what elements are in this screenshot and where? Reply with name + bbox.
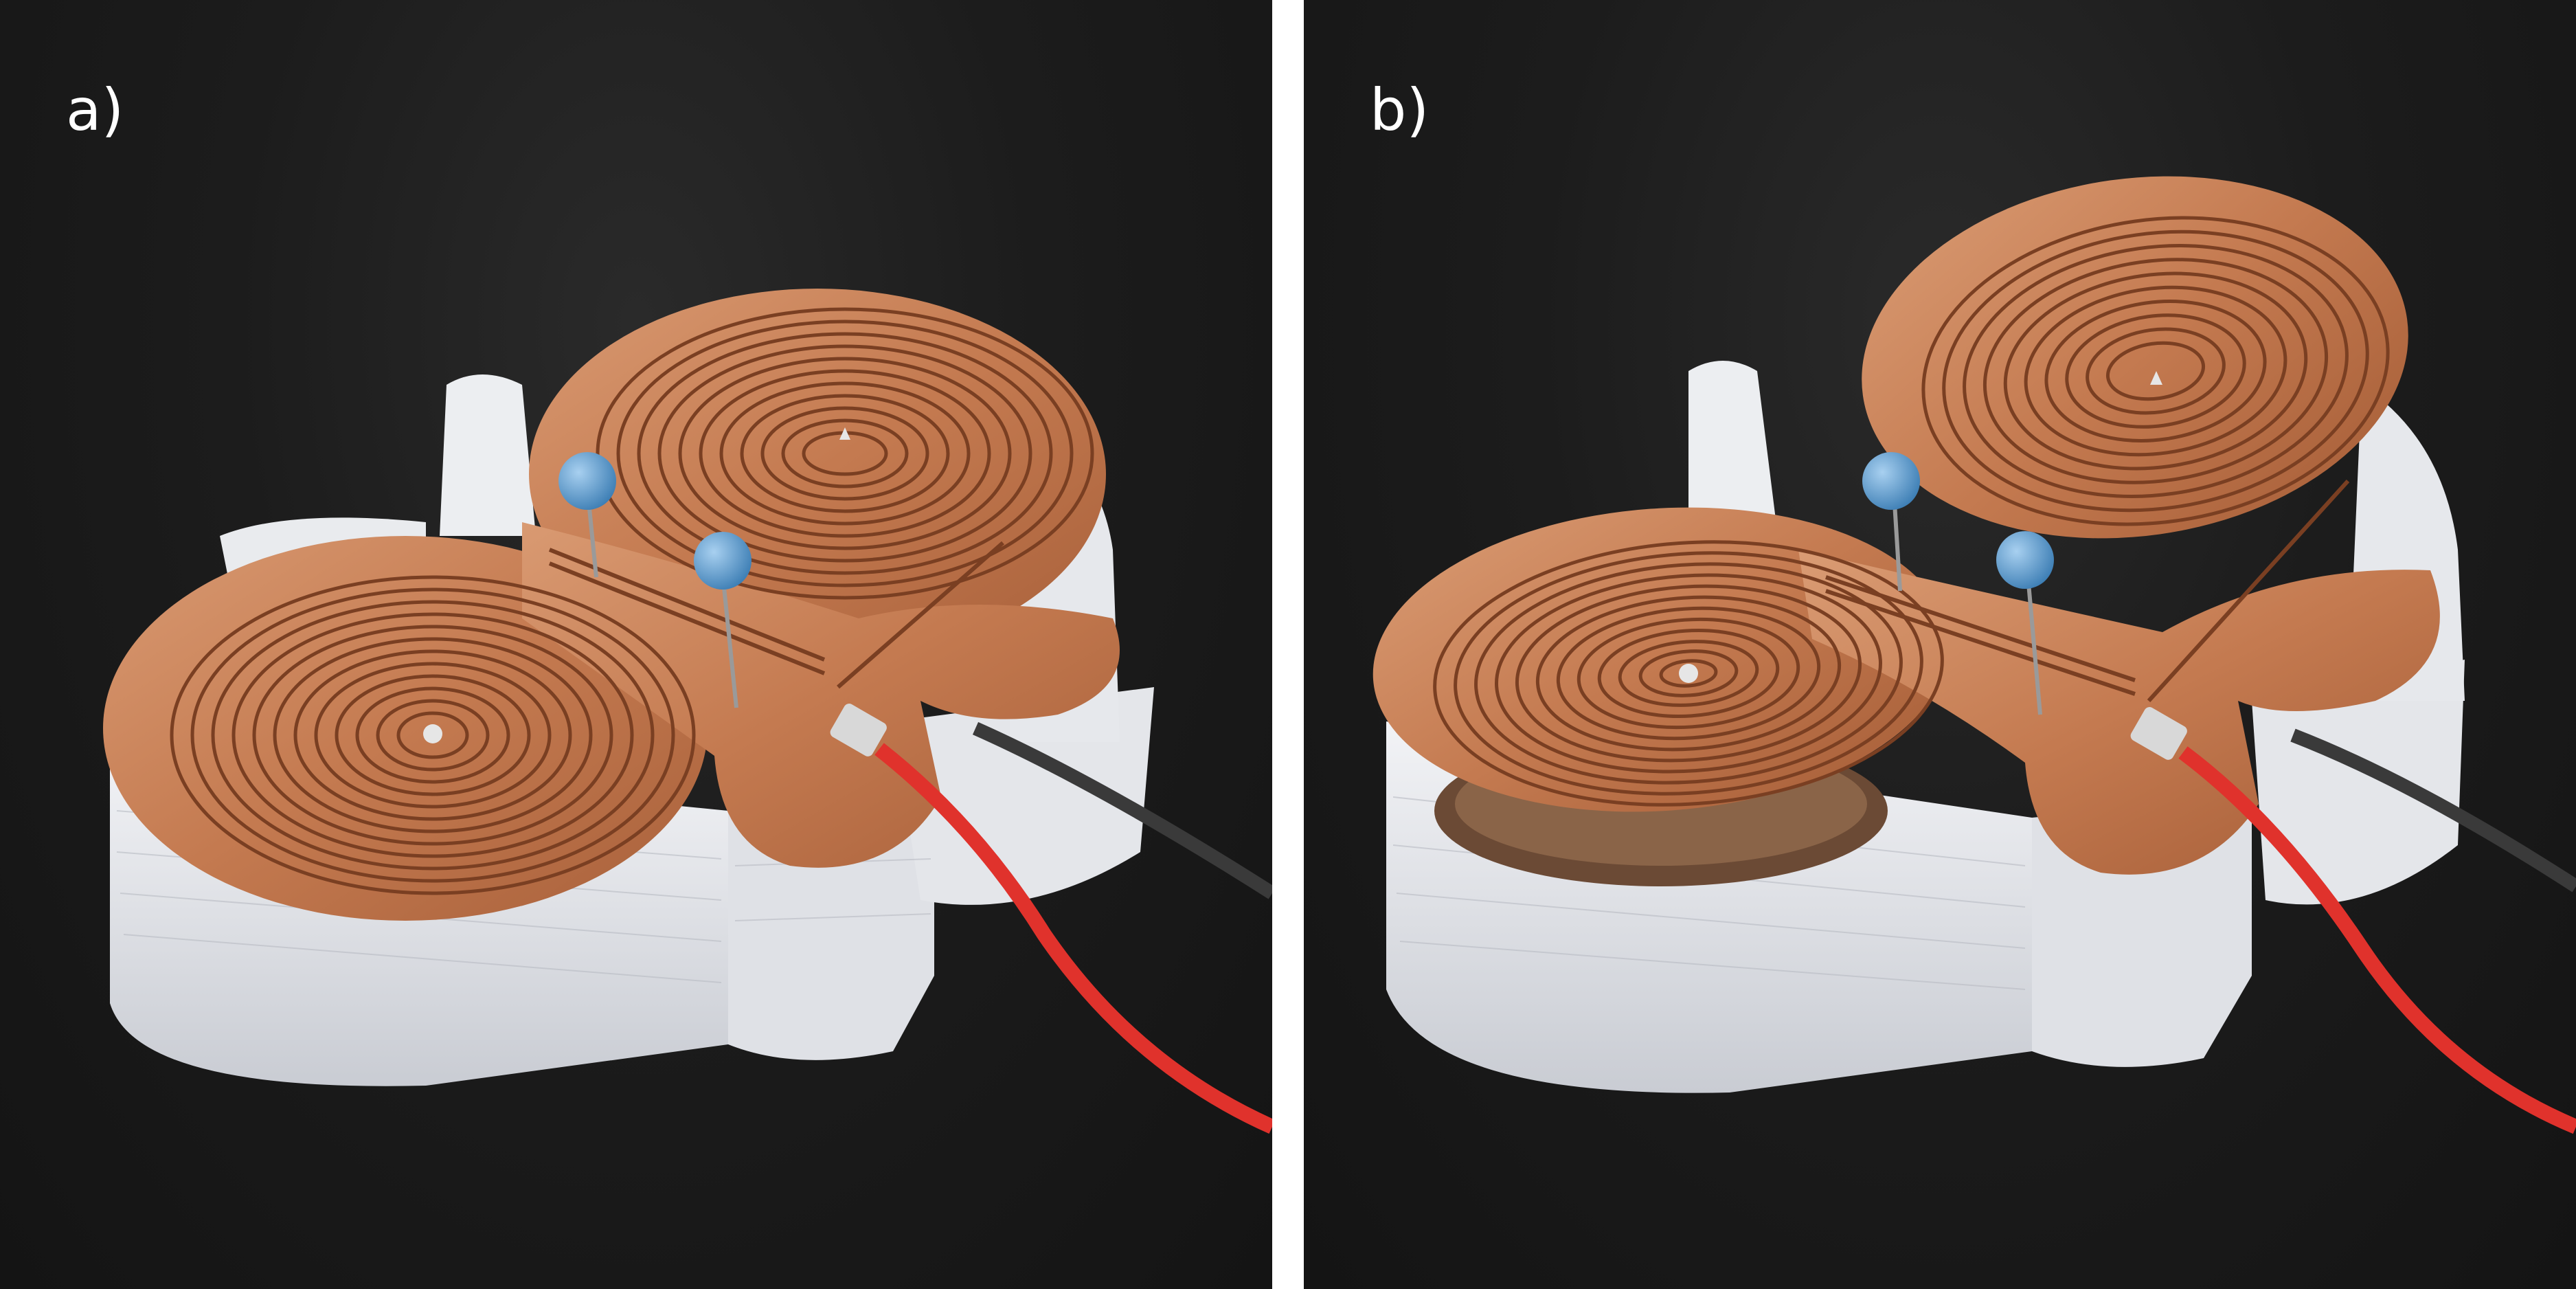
spiral-coil-icon <box>170 575 696 895</box>
wire-icon <box>874 743 1272 1134</box>
pin-icon <box>1862 452 1920 592</box>
solder-pad <box>830 704 887 756</box>
pin-icon <box>1996 531 2054 715</box>
photo-deformed-coil-device <box>1372 176 2576 1134</box>
wire-icon <box>2178 746 2576 1134</box>
photo-flat-coil-device <box>103 289 1272 1134</box>
wire-icon <box>2290 728 2576 893</box>
spiral-coil-icon <box>1433 540 1944 807</box>
pin-icon <box>694 532 752 708</box>
solder-pad <box>2130 707 2187 760</box>
pin-icon <box>558 452 616 578</box>
spiral-coil-icon <box>596 307 1094 600</box>
spiral-coil-icon <box>1921 216 2390 526</box>
panel-b: b) <box>1304 0 2576 1289</box>
panel-label: b) <box>1370 76 1430 144</box>
copper-circuit <box>1372 176 2440 875</box>
panel-label: a) <box>66 76 124 144</box>
wire-icon <box>972 721 1272 899</box>
panel-a: a) <box>0 0 1272 1289</box>
copper-circuit <box>103 289 1120 921</box>
